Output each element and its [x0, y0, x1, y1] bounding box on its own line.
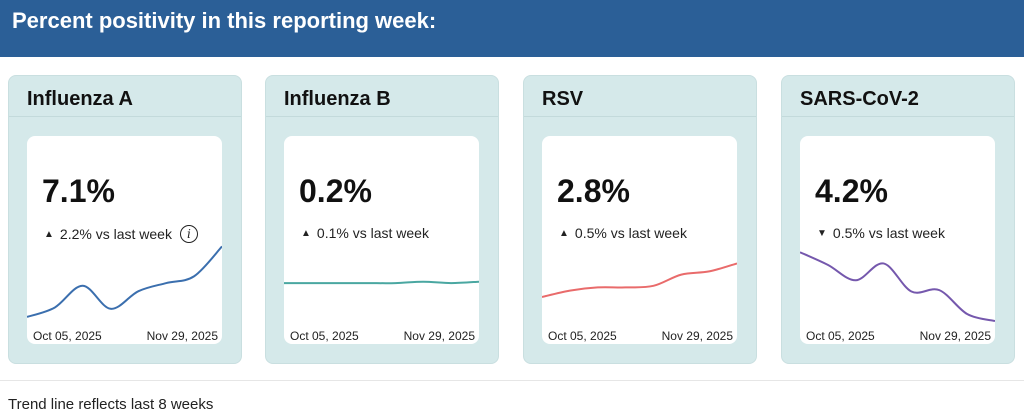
triangle-up-icon: ▲ — [44, 228, 54, 240]
positivity-value: 4.2% — [815, 173, 888, 209]
page-title: Percent positivity in this reporting wee… — [12, 8, 437, 33]
sparkline-panel: 7.1% ▲ 2.2% vs last week i Oct 05, 2025 … — [27, 136, 222, 344]
info-icon[interactable]: i — [179, 225, 198, 243]
card-title: SARS-CoV-2 — [782, 76, 1014, 117]
sparkline-panel: 0.2% ▲ 0.1% vs last week Oct 05, 2025 No… — [284, 136, 479, 344]
triangle-up-icon: ▲ — [301, 227, 311, 239]
divider — [0, 380, 1024, 381]
card-influenza-a: Influenza A 7.1% ▲ 2.2% vs last week i O… — [8, 75, 242, 364]
weekly-change: ▲ 2.2% vs last week i — [44, 225, 198, 243]
sparkline-panel: 2.8% ▲ 0.5% vs last week Oct 05, 2025 No… — [542, 136, 737, 344]
positivity-value: 2.8% — [557, 173, 630, 209]
weekly-change: ▲ 0.1% vs last week — [301, 225, 429, 241]
card-sars-cov-2: SARS-CoV-2 4.2% ▼ 0.5% vs last week Oct … — [781, 75, 1015, 364]
x-end-label: Nov 29, 2025 — [661, 329, 733, 343]
x-end-label: Nov 29, 2025 — [919, 329, 991, 343]
sparkline-chart — [542, 262, 737, 298]
sparkline-chart — [27, 245, 222, 318]
trend-line — [284, 280, 479, 285]
card-influenza-b: Influenza B 0.2% ▲ 0.1% vs last week Oct… — [265, 75, 499, 364]
x-start-label: Oct 05, 2025 — [33, 329, 102, 343]
footer-note: Trend line reflects last 8 weeks — [8, 396, 214, 413]
sparkline-chart — [284, 280, 479, 285]
change-text: 2.2% vs last week — [59, 226, 172, 242]
card-title: Influenza A — [9, 76, 241, 117]
weekly-change: ▲ 0.5% vs last week — [559, 225, 687, 241]
x-start-label: Oct 05, 2025 — [548, 329, 617, 343]
change-text: 0.5% vs last week — [574, 225, 687, 241]
sparkline-panel: 4.2% ▼ 0.5% vs last week Oct 05, 2025 No… — [800, 136, 995, 344]
trend-line — [800, 251, 995, 322]
header-banner: Percent positivity in this reporting wee… — [0, 0, 1024, 57]
x-end-label: Nov 29, 2025 — [403, 329, 475, 343]
x-start-label: Oct 05, 2025 — [290, 329, 359, 343]
triangle-down-icon: ▼ — [817, 227, 827, 239]
change-text: 0.5% vs last week — [832, 225, 945, 241]
x-start-label: Oct 05, 2025 — [806, 329, 875, 343]
card-title: Influenza B — [266, 76, 498, 117]
positivity-value: 0.2% — [299, 173, 372, 209]
weekly-change: ▼ 0.5% vs last week — [817, 225, 945, 241]
positivity-value: 7.1% — [42, 173, 115, 209]
triangle-up-icon: ▲ — [559, 227, 569, 239]
sparkline-chart — [800, 251, 995, 322]
trend-line — [542, 262, 737, 298]
trend-line — [27, 245, 222, 318]
card-title: RSV — [524, 76, 756, 117]
x-end-label: Nov 29, 2025 — [146, 329, 218, 343]
card-rsv: RSV 2.8% ▲ 0.5% vs last week Oct 05, 202… — [523, 75, 757, 364]
change-text: 0.1% vs last week — [316, 225, 429, 241]
